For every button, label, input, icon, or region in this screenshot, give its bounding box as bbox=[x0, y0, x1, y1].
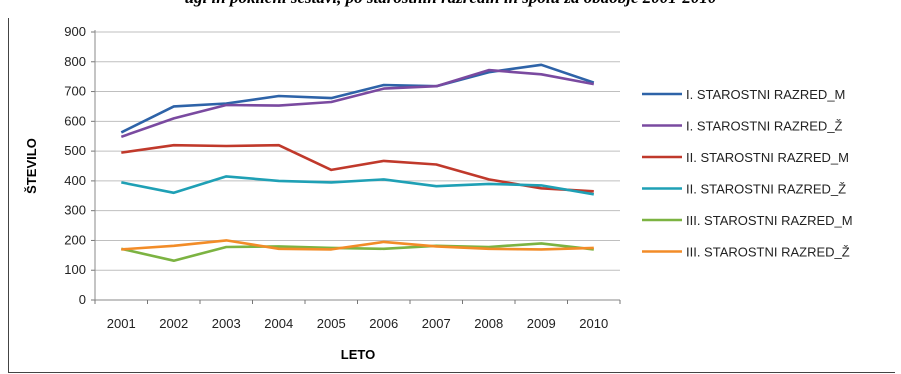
y-axis-label: ŠTEVILO bbox=[24, 138, 39, 194]
legend-item: I. STAROSTNI RAZRED_M bbox=[642, 87, 845, 102]
series-lines bbox=[121, 65, 594, 261]
x-tick-label: 2004 bbox=[264, 316, 293, 331]
legend-label: III. STAROSTNI RAZRED_Ž bbox=[686, 245, 850, 260]
y-tick-label: 400 bbox=[64, 173, 86, 188]
x-tick-label: 2003 bbox=[212, 316, 241, 331]
y-tick-label: 600 bbox=[64, 113, 86, 128]
legend-label: II. STAROSTNI RAZRED_M bbox=[686, 150, 849, 165]
x-tick-label: 2007 bbox=[422, 316, 451, 331]
x-tick-label: 2001 bbox=[107, 316, 136, 331]
legend-label: III. STAROSTNI RAZRED_M bbox=[686, 213, 853, 228]
legend-item: I. STAROSTNI RAZRED_Ž bbox=[642, 119, 843, 134]
y-tick-label: 900 bbox=[64, 24, 86, 39]
x-tick-label: 2010 bbox=[579, 316, 608, 331]
legend-item: II. STAROSTNI RAZRED_M bbox=[642, 150, 849, 165]
y-tick-label: 300 bbox=[64, 203, 86, 218]
x-tick-label: 2006 bbox=[369, 316, 398, 331]
legend-label: I. STAROSTNI RAZRED_Ž bbox=[686, 119, 843, 134]
y-tick-label: 500 bbox=[64, 143, 86, 158]
y-tick-label: 800 bbox=[64, 54, 86, 69]
x-tick-label: 2005 bbox=[317, 316, 346, 331]
gridlines bbox=[95, 32, 620, 270]
x-tick-label: 2008 bbox=[474, 316, 503, 331]
legend: I. STAROSTNI RAZRED_M I. STAROSTNI RAZRED… bbox=[642, 87, 853, 260]
series-line bbox=[121, 176, 594, 194]
x-tick-labels: 2001 2002 2003 2004 2005 2006 2007 2008 2009 2010 bbox=[107, 316, 608, 331]
legend-item: III. STAROSTNI RAZRED_M bbox=[642, 213, 853, 228]
series-line bbox=[121, 70, 594, 137]
x-tick-label: 2009 bbox=[527, 316, 556, 331]
y-tick-label: 700 bbox=[64, 84, 86, 99]
y-tick-label: 100 bbox=[64, 262, 86, 277]
legend-label: II. STAROSTNI RAZRED_Ž bbox=[686, 182, 846, 197]
y-tick-label: 200 bbox=[64, 232, 86, 247]
legend-item: III. STAROSTNI RAZRED_Ž bbox=[642, 245, 850, 260]
legend-item: II. STAROSTNI RAZRED_Ž bbox=[642, 182, 846, 197]
series-line bbox=[121, 65, 594, 133]
y-tick-labels: 0 100 200 300 400 500 600 700 800 900 bbox=[64, 24, 86, 307]
x-tick-label: 2002 bbox=[159, 316, 188, 331]
y-tick-label: 0 bbox=[79, 292, 86, 307]
legend-label: I. STAROSTNI RAZRED_M bbox=[686, 87, 845, 102]
x-axis-label: LETO bbox=[341, 347, 375, 362]
